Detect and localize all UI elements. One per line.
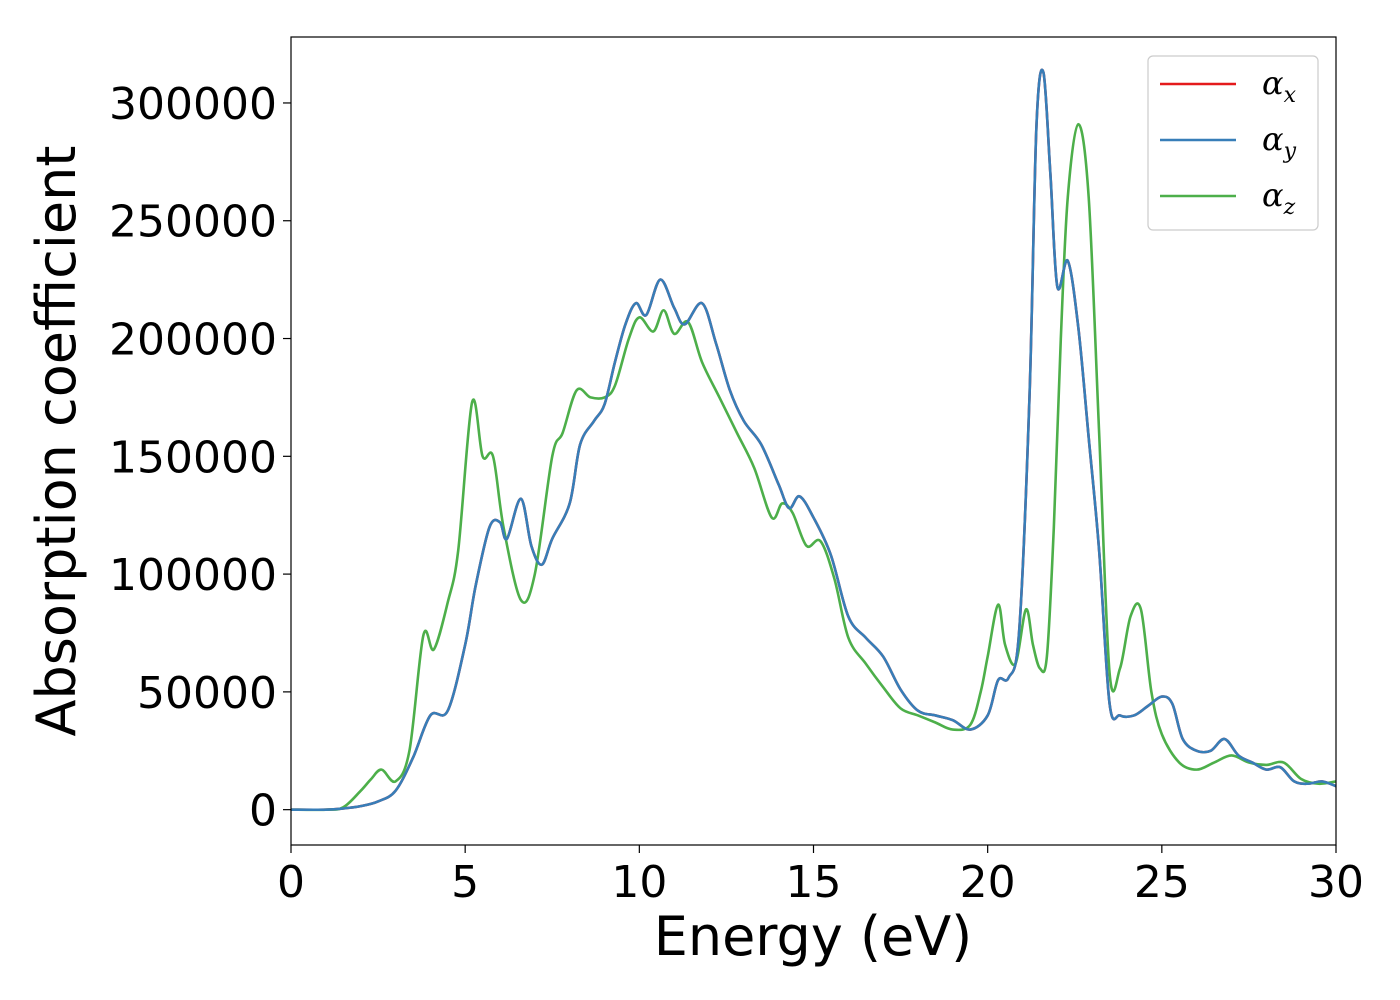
legend-label-alpha-x: αx <box>1262 64 1297 108</box>
y-tick-label: 300000 <box>109 79 277 130</box>
x-tick-label: 20 <box>960 857 1016 908</box>
x-tick-label: 30 <box>1308 857 1364 908</box>
y-tick-label: 100000 <box>109 550 277 601</box>
y-tick-label: 200000 <box>109 315 277 366</box>
series-layer <box>291 68 1336 812</box>
legend-label-alpha-y: αy <box>1262 120 1297 164</box>
series-line-alpha-y <box>291 68 1336 812</box>
x-axis: 0 5 10 15 20 25 30 <box>277 845 1364 908</box>
legend-label-alpha-z: αz <box>1262 176 1296 220</box>
x-tick-label: 10 <box>611 857 667 908</box>
y-axis-label: Absorption coefficient <box>25 146 88 737</box>
y-axis: 0 50000 100000 150000 200000 250000 300000 <box>109 79 291 837</box>
x-tick-label: 25 <box>1134 857 1190 908</box>
x-axis-label: Energy (eV) <box>654 905 973 968</box>
legend-box <box>1147 55 1319 231</box>
legend: αx αy αz <box>1147 55 1319 231</box>
x-tick-label: 5 <box>451 857 479 908</box>
y-tick-label: 0 <box>249 786 277 837</box>
y-tick-label: 50000 <box>137 668 277 719</box>
x-tick-label: 15 <box>786 857 842 908</box>
series-line-alpha-z <box>291 122 1336 812</box>
y-tick-label: 250000 <box>109 197 277 248</box>
x-tick-label: 0 <box>277 857 305 908</box>
y-tick-label: 150000 <box>109 432 277 483</box>
